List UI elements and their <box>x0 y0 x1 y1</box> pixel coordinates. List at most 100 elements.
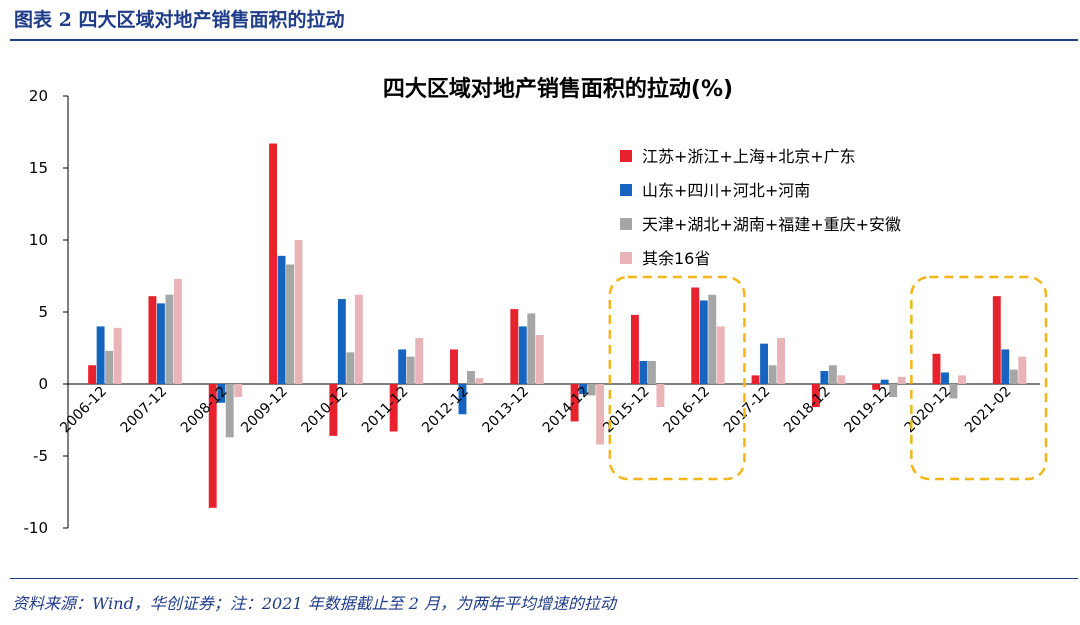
y-tick-label: -5 <box>33 447 48 465</box>
x-tick-label: 2014-12 <box>540 384 593 437</box>
bar-2021-02-s2 <box>1001 349 1010 384</box>
chart-area: 四大区域对地产销售面积的拉动(%) -10 -5 0 5 10 15 20 2006-12 200… <box>0 44 1080 574</box>
source-note: 资料来源：Wind，华创证券；注：2021 年数据截止至 2 月，为两年平均增速… <box>12 594 616 613</box>
bar-2021-02-s1 <box>992 296 1001 384</box>
bar-2014-12-s1 <box>570 384 579 422</box>
bar-2013-12-s4 <box>535 335 544 384</box>
header-rule <box>10 39 1078 41</box>
bar-2010-12-s1 <box>329 384 338 436</box>
x-tick-label: 2013-12 <box>479 384 532 437</box>
x-tick-label: 2006-12 <box>57 384 110 437</box>
bar-2007-12-s1 <box>148 296 157 384</box>
bar-2006-12-s1 <box>88 365 97 384</box>
bar-2018-12-s1 <box>811 384 820 408</box>
bar-2019-12-s2 <box>880 379 889 384</box>
bar-2012-12-s3 <box>467 371 475 384</box>
bar-2015-12-s1 <box>630 314 639 384</box>
x-tick-label: 2015-12 <box>600 384 653 437</box>
bar-2019-12-s4 <box>897 376 906 384</box>
x-tick-label: 2007-12 <box>118 384 171 437</box>
legend-label-2: 山东+四川+河北+河南 <box>642 181 810 200</box>
bar-2011-12-s3 <box>406 356 415 384</box>
x-tick-label: 2009-12 <box>238 384 291 437</box>
bar-2007-12-s3 <box>165 294 174 384</box>
bar-2014-12-s3 <box>587 384 596 396</box>
x-tick-label: 2020-12 <box>902 384 955 437</box>
bar-2008-12-s1 <box>208 384 217 508</box>
x-tick-label: 2010-12 <box>299 384 352 437</box>
bar-2006-12-s3 <box>105 350 114 384</box>
bar-2014-12-s4 <box>596 384 605 445</box>
bar-2019-12-s1 <box>872 384 881 390</box>
bar-2020-12-s4 <box>958 375 966 384</box>
bar-2010-12-s2 <box>337 299 346 384</box>
x-tick-label: 2008-12 <box>178 384 231 437</box>
bar-2020-12-s2 <box>941 372 949 384</box>
bar-2008-12-s4 <box>234 384 243 397</box>
bar-2018-12-s2 <box>820 371 829 384</box>
chart-title: 四大区域对地产销售面积的拉动(%) <box>383 76 733 102</box>
legend-swatch-1 <box>620 150 632 162</box>
bar-2010-12-s3 <box>346 352 355 384</box>
bar-2012-12-s4 <box>475 378 484 384</box>
legend-label-1: 江苏+浙江+上海+北京+广东 <box>642 147 856 166</box>
legend-label-3: 天津+湖北+湖南+福建+重庆+安徽 <box>642 215 901 234</box>
x-tick-label: 2018-12 <box>781 384 834 437</box>
y-tick-label: 20 <box>29 87 48 105</box>
bar-2014-12-s2 <box>579 384 588 395</box>
bar-2016-12-s1 <box>691 287 700 384</box>
y-tick-label: 15 <box>29 159 48 177</box>
bar-2016-12-s4 <box>716 326 725 384</box>
y-tick-label: 0 <box>38 375 48 393</box>
bar-2011-12-s4 <box>415 337 424 384</box>
y-tick-label: 10 <box>29 231 48 249</box>
bar-2017-12-s3 <box>768 365 777 384</box>
bar-2017-12-s1 <box>751 375 760 384</box>
highlight-box-1 <box>608 275 746 481</box>
bar-2012-12-s2 <box>458 384 467 415</box>
bar-2018-12-s4 <box>837 375 846 384</box>
bar-2008-12-s2 <box>217 384 226 403</box>
x-tick-label: 2017-12 <box>721 384 774 437</box>
highlight-box-2 <box>910 275 1048 481</box>
bar-2011-12-s2 <box>398 349 407 384</box>
bar-2009-12-s1 <box>269 143 277 384</box>
bar-2015-12-s4 <box>656 384 665 408</box>
bar-2020-12-s1 <box>932 353 941 384</box>
bar-2016-12-s3 <box>708 294 717 384</box>
x-tick-label: 2011-12 <box>359 384 412 437</box>
legend-label-4: 其余16省 <box>642 249 710 268</box>
bar-2006-12-s2 <box>96 326 105 384</box>
legend-swatch-2 <box>620 184 632 196</box>
y-tick-label: -10 <box>24 519 49 537</box>
bar-2011-12-s1 <box>389 384 398 432</box>
bar-2008-12-s3 <box>225 384 234 438</box>
x-tick-label: 2021-02 <box>962 384 1015 437</box>
y-tick-label: 5 <box>38 303 48 321</box>
bar-2019-12-s3 <box>889 384 898 397</box>
bar-2021-02-s4 <box>1018 356 1027 384</box>
bar-2010-12-s4 <box>354 294 363 384</box>
bar-2007-12-s2 <box>156 303 165 384</box>
bar-2009-12-s2 <box>277 255 286 384</box>
bar-2015-12-s2 <box>639 360 648 384</box>
bar-2021-02-s3 <box>1009 369 1018 384</box>
bar-2012-12-s1 <box>450 349 458 384</box>
legend-swatch-3 <box>620 218 632 230</box>
bar-2007-12-s4 <box>173 278 182 384</box>
bar-2016-12-s2 <box>699 300 708 384</box>
bar-2013-12-s2 <box>518 326 527 384</box>
bar-2015-12-s3 <box>647 360 656 384</box>
x-tick-label: 2016-12 <box>660 384 713 437</box>
bar-2018-12-s3 <box>828 365 837 384</box>
bar-2009-12-s4 <box>294 240 303 384</box>
bar-2017-12-s4 <box>777 337 785 384</box>
bar-2006-12-s4 <box>113 327 122 384</box>
footer-rule <box>10 578 1078 579</box>
bar-2013-12-s3 <box>527 313 536 384</box>
legend-swatch-4 <box>620 252 632 264</box>
bar-2017-12-s2 <box>760 343 768 384</box>
bar-2013-12-s1 <box>510 309 519 384</box>
x-tick-label: 2019-12 <box>841 384 894 437</box>
